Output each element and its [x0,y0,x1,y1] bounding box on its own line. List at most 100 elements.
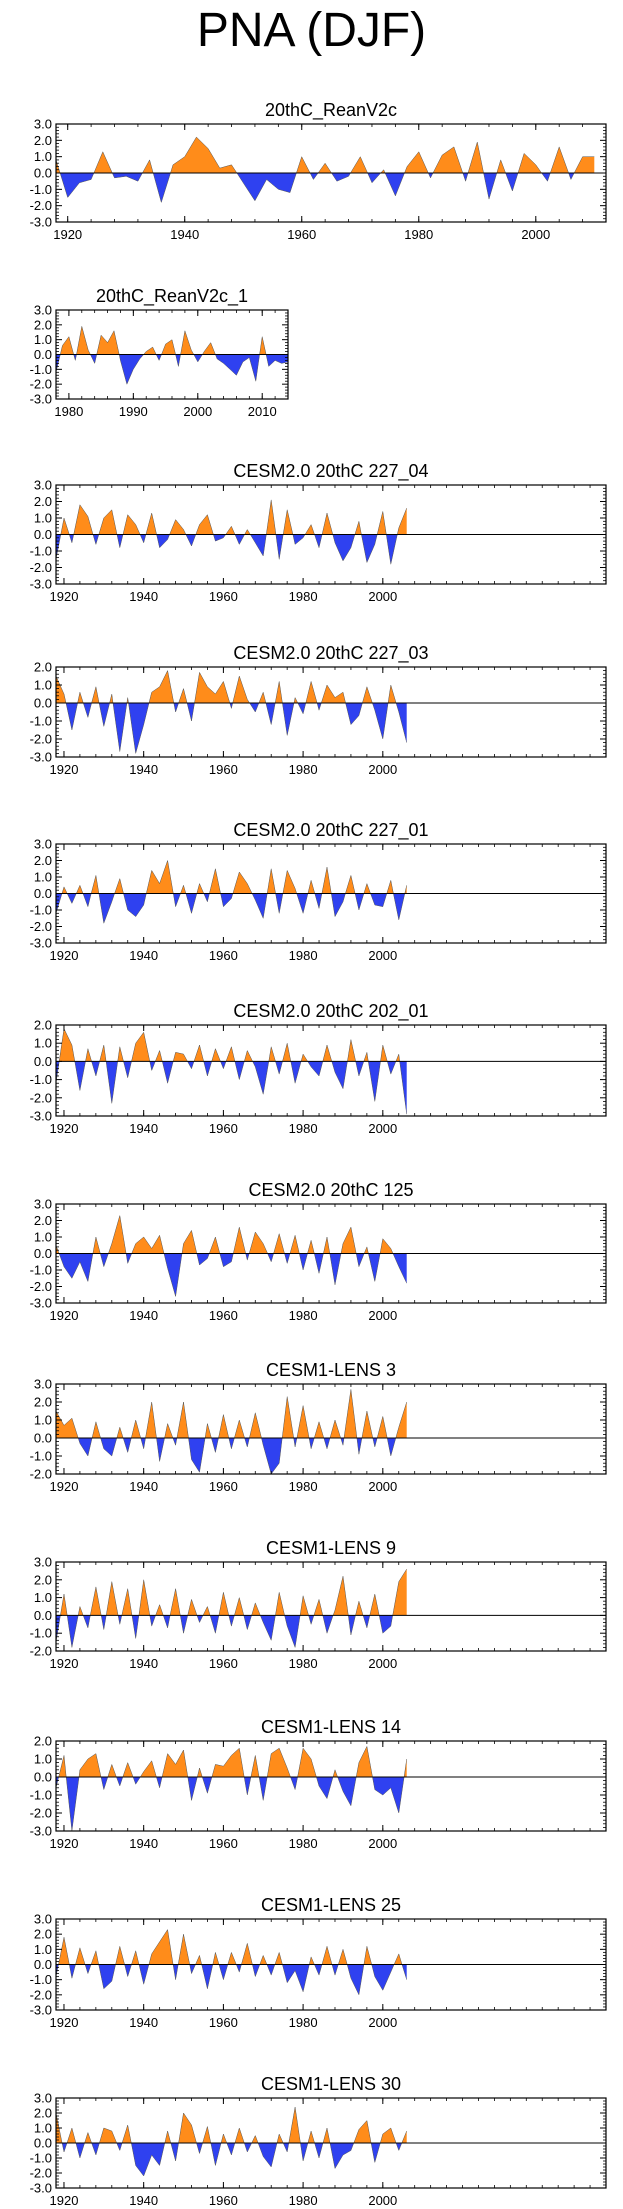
x-tick-label: 1940 [129,589,158,604]
panel-title: CESM2.0 20thC 227_04 [233,461,428,482]
panel-title: CESM2.0 20thC 202_01 [233,1001,428,1022]
plot-frame [55,1383,607,1475]
positive-area [56,1746,407,1777]
negative-area [56,1964,407,1995]
y-tick-label: 3.0 [34,1377,52,1392]
pna-panel: CESM1-LENS 30 3.02.01.00.0-1.0-2.0-3.0192… [30,2074,607,2208]
x-tick-label: 1980 [289,2015,318,2030]
y-tick-label: -1.0 [30,2151,52,2166]
x-tick-label: 2010 [248,404,277,419]
y-tick-label: 0.0 [34,1608,52,1623]
x-tick-label: 1960 [209,948,238,963]
y-tick-label: 2.0 [34,1927,52,1942]
x-tick-label: 1960 [209,1121,238,1136]
pna-panel: 20thC_ReanV2c_13.02.01.00.0-1.0-2.0-3.01… [30,286,289,419]
y-tick-label: 0.0 [34,886,52,901]
panel-title: CESM1-LENS 25 [261,1895,401,1915]
pna-panel: CESM1-LENS 25 3.02.01.00.0-1.0-2.0-3.0192… [30,1895,607,2030]
y-tick-label: 2.0 [34,1395,52,1410]
figure-title: PNA (DJF) [197,4,426,57]
x-tick-label: 2000 [521,227,550,242]
positive-area [56,1929,407,1965]
y-tick-label: 0.0 [34,166,52,181]
series-line [56,860,407,925]
y-tick-label: 2.0 [34,1018,52,1033]
y-tick-label: 3.0 [34,1197,52,1212]
y-tick-label: 0.0 [34,696,52,711]
y-tick-label: -1.0 [30,182,52,197]
y-tick-label: 1.0 [34,511,52,526]
y-tick-label: -2.0 [30,1806,52,1821]
y-tick-label: 0.0 [34,1431,52,1446]
y-tick-label: 0.0 [34,1246,52,1261]
x-tick-label: 1960 [209,1656,238,1671]
x-tick-label: 1940 [129,1656,158,1671]
negative-area [56,1615,407,1648]
y-tick-label: 0.0 [34,2136,52,2151]
y-tick-label: 3.0 [34,1555,52,1570]
y-tick-label: 0.0 [34,1957,52,1972]
y-tick-label: -2.0 [30,560,52,575]
y-tick-label: -1.0 [30,1972,52,1987]
x-tick-label: 1920 [50,1479,79,1494]
negative-area [56,1061,407,1115]
y-tick-label: -2.0 [30,732,52,747]
y-tick-label: -1.0 [30,1788,52,1803]
y-tick-label: 1.0 [34,1590,52,1605]
y-tick-label: 1.0 [34,1230,52,1245]
y-tick-label: -3.0 [30,936,52,951]
panel-title: CESM2.0 20thC 125 [248,1180,413,1200]
y-tick-label: 1.0 [34,678,52,693]
panel-title: CESM2.0 20thC 227_01 [233,820,428,841]
y-tick-label: -3.0 [30,215,52,230]
x-tick-label: 1920 [50,1308,79,1323]
x-tick-label: 1920 [50,589,79,604]
x-tick-label: 1920 [50,2193,79,2208]
x-tick-label: 1980 [289,948,318,963]
series-line [56,1745,407,1831]
x-tick-label: 1920 [50,1836,79,1851]
y-tick-label: -3.0 [30,1824,52,1839]
y-tick-label: -1.0 [30,544,52,559]
pna-panel: CESM2.0 20thC 125 3.02.0 1.00.0 -1.0-2.0 -3.… [30,1180,607,1323]
x-tick-label: 1940 [129,762,158,777]
negative-area [56,2143,407,2176]
x-tick-label: 1940 [170,227,199,242]
negative-area [56,1438,407,1474]
positive-area [56,1389,407,1438]
x-tick-label: 1980 [289,2193,318,2208]
y-tick-label: 2.0 [34,317,52,332]
y-tick-label: -1.0 [30,362,52,377]
x-tick-label: 1960 [209,1308,238,1323]
x-tick-label: 1980 [289,1836,318,1851]
pna-panel: CESM2.0 20thC 227_01 3.02.0 1.00.0 -1.0-2.0… [30,820,607,963]
negative-area [56,1777,407,1831]
positive-area [56,137,595,173]
y-tick-label: 3.0 [34,1912,52,1927]
positive-area [56,1028,407,1062]
y-tick-label: 1.0 [34,149,52,164]
y-tick-label: -1.0 [30,714,52,729]
x-tick-label: 1940 [129,2193,158,2208]
x-tick-label: 1960 [209,589,238,604]
plot-frame [55,1740,607,1832]
x-tick-label: 1920 [50,2015,79,2030]
y-tick-label: 3.0 [34,478,52,493]
plot-frame [55,1561,607,1652]
x-tick-label: 1980 [54,404,83,419]
x-tick-label: 1940 [129,2015,158,2030]
x-tick-label: 1960 [209,1479,238,1494]
series-line [56,1027,407,1115]
y-tick-label: 2.0 [34,133,52,148]
y-tick-label: -3.0 [30,1109,52,1124]
y-tick-label: 1.0 [34,870,52,885]
y-tick-label: 0.0 [34,1054,52,1069]
y-tick-label: 0.0 [34,1770,52,1785]
pna-panel: CESM2.0 20thC 227_04 3.02.0 1.00.0 -1.0-2.0… [30,461,607,604]
x-tick-label: 2000 [368,1656,397,1671]
x-tick-label: 1940 [129,1308,158,1323]
positive-area [56,1569,407,1616]
x-tick-label: 2000 [368,1836,397,1851]
